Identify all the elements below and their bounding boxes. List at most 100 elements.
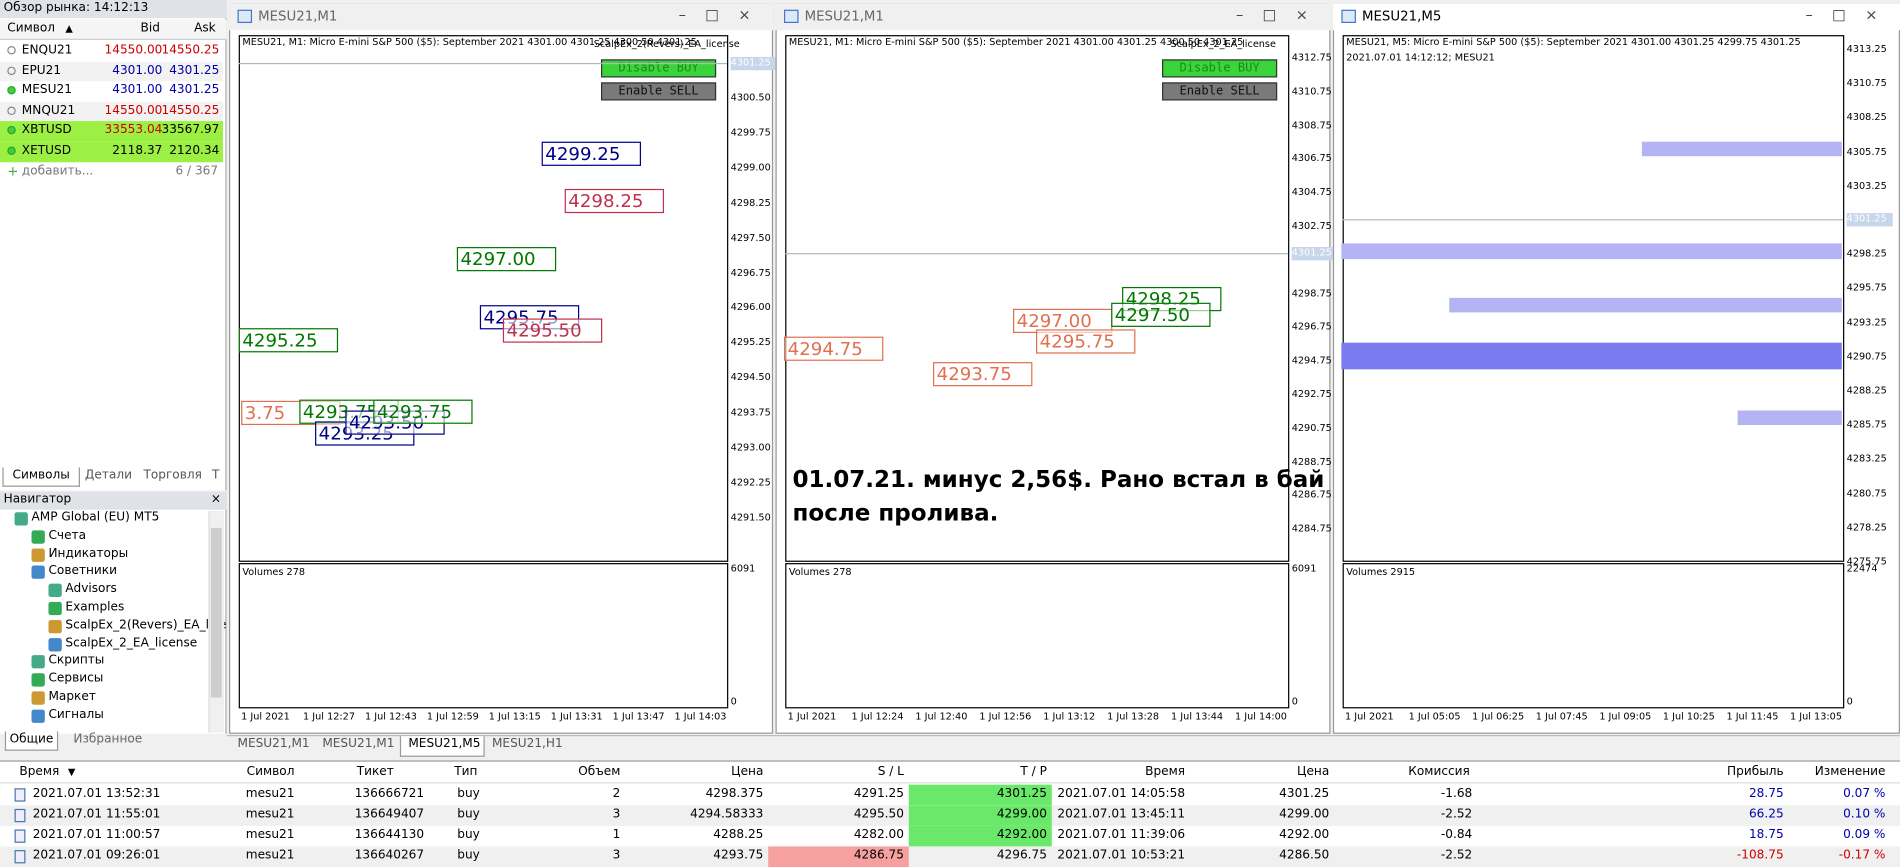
price-label: 4293.25 bbox=[1846, 316, 1887, 328]
add-symbol[interactable]: добавить... bbox=[21, 164, 94, 179]
time-label: 1 Jul 13:47 bbox=[612, 710, 665, 722]
column-header[interactable]: Прибыль bbox=[1727, 765, 1784, 779]
window-icon bbox=[237, 9, 253, 24]
column-header[interactable]: Ask bbox=[194, 21, 216, 36]
tree-icon bbox=[31, 530, 45, 544]
trade-row[interactable] bbox=[0, 846, 1900, 867]
price-zone bbox=[1341, 342, 1842, 370]
tab[interactable]: Символы bbox=[2, 467, 80, 487]
column-header[interactable]: Bid bbox=[140, 21, 160, 36]
table-cell: 4282.00 bbox=[853, 828, 904, 842]
tree-item[interactable]: Сигналы bbox=[48, 708, 104, 722]
column-header[interactable]: Время bbox=[1145, 765, 1186, 779]
window-controls: –□× bbox=[1235, 6, 1328, 24]
tree-item[interactable]: Маркет bbox=[48, 690, 96, 704]
tab[interactable]: Общие bbox=[4, 731, 59, 751]
volume-label: Volumes 278 bbox=[788, 566, 852, 578]
price-line bbox=[238, 62, 728, 65]
tree-item[interactable]: AMP Global (EU) MT5 bbox=[31, 510, 160, 525]
time-label: 1 Jul 13:15 bbox=[488, 710, 541, 722]
chart-tab[interactable]: MESU21,M1 bbox=[237, 737, 310, 751]
ea-button[interactable]: Disable BUY bbox=[1162, 59, 1278, 78]
time-label: 1 Jul 13:44 bbox=[1171, 710, 1224, 722]
tree-item[interactable]: Advisors bbox=[65, 582, 117, 596]
window-controls: –□× bbox=[678, 6, 770, 24]
market-watch-panel bbox=[0, 0, 227, 491]
column-header[interactable]: S / L bbox=[877, 765, 904, 779]
time-label: 1 Jul 06:25 bbox=[1472, 710, 1525, 722]
tree-item[interactable]: Индикаторы bbox=[48, 546, 129, 561]
tree-icon bbox=[31, 655, 45, 669]
column-header[interactable]: Тип bbox=[454, 765, 478, 779]
tree-item[interactable]: Examples bbox=[65, 600, 125, 614]
window-title: MESU21,M5 bbox=[1361, 8, 1442, 25]
symbol-count: 6 / 367 bbox=[175, 164, 219, 179]
symbol: EPU21 bbox=[21, 63, 62, 78]
chart-tab[interactable]: MESU21,M1 bbox=[322, 737, 395, 751]
symbol-icon bbox=[7, 86, 16, 95]
tree-item[interactable]: Счета bbox=[48, 528, 87, 543]
tree-item[interactable]: Советники bbox=[48, 564, 118, 579]
current-price: 4301.25 bbox=[1291, 246, 1338, 261]
tree-item[interactable]: ScalpEx_2_EA_license bbox=[65, 636, 198, 650]
chart-tab[interactable]: MESU21,H1 bbox=[491, 737, 563, 751]
price-label: 4295.75 bbox=[1846, 282, 1887, 294]
column-header[interactable]: Изменение bbox=[1814, 765, 1886, 779]
trade-label: 4294.75 bbox=[783, 336, 884, 361]
table-cell: 4299.00 bbox=[1279, 807, 1330, 821]
table-cell: mesu21 bbox=[245, 787, 295, 801]
table-cell: 2021.07.01 13:52:31 bbox=[32, 787, 161, 801]
table-cell: 0.10 % bbox=[1843, 807, 1886, 821]
tab[interactable]: Т bbox=[211, 468, 220, 482]
column-header[interactable]: Тикет bbox=[356, 765, 394, 779]
symbol-row[interactable] bbox=[0, 121, 223, 142]
price-label: 4298.25 bbox=[1846, 248, 1887, 260]
price-label: 4306.75 bbox=[1291, 153, 1332, 164]
volume-pane bbox=[1342, 563, 1845, 709]
tab[interactable]: Избранное bbox=[73, 732, 143, 746]
column-header[interactable]: T / P bbox=[1020, 765, 1047, 779]
table-cell: 2021.07.01 13:45:11 bbox=[1057, 807, 1186, 821]
tree-item[interactable]: Сервисы bbox=[48, 672, 104, 686]
column-header[interactable]: Цена bbox=[731, 765, 764, 779]
volume-max: 6091 bbox=[730, 563, 756, 574]
symbol: MESU21 bbox=[21, 83, 72, 98]
window-icon bbox=[1341, 9, 1356, 24]
column-header[interactable]: Комиссия bbox=[1408, 765, 1470, 779]
table-cell: 136640267 bbox=[354, 848, 425, 863]
price-label: 4290.75 bbox=[1846, 350, 1887, 362]
time-label: 1 Jul 12:40 bbox=[915, 710, 968, 722]
chart-info: 2021.07.01 14:12:12; MESU21 bbox=[1346, 52, 1495, 63]
chart-tab[interactable]: MESU21,M5 bbox=[399, 736, 485, 757]
column-header[interactable]: Время bbox=[19, 765, 60, 779]
tab[interactable]: Торговля bbox=[143, 468, 202, 482]
symbol-icon bbox=[7, 106, 16, 115]
price-label: 4299.00 bbox=[730, 161, 771, 173]
symbol-row[interactable] bbox=[0, 101, 223, 122]
symbol: XBTUSD bbox=[21, 123, 72, 138]
current-price: 4301.25 bbox=[730, 56, 777, 71]
symbol-row[interactable] bbox=[0, 141, 223, 162]
symbol-row[interactable] bbox=[0, 61, 223, 82]
price-label: 4308.25 bbox=[1846, 111, 1887, 123]
column-header[interactable]: Объем bbox=[578, 765, 621, 779]
tree-item[interactable]: Скрипты bbox=[48, 654, 105, 668]
ea-button[interactable]: Enable SELL bbox=[1162, 82, 1278, 101]
table-cell: 4286.75 bbox=[853, 848, 904, 863]
tree-item[interactable]: ScalpEx_2(Revers)_EA_lice bbox=[65, 618, 227, 632]
tab[interactable]: Детали bbox=[84, 468, 132, 482]
table-cell: 4292.00 bbox=[1279, 828, 1330, 842]
price-zone bbox=[1449, 297, 1842, 313]
price-label: 4284.75 bbox=[1291, 523, 1332, 535]
column-header[interactable]: Символ bbox=[246, 765, 295, 779]
ea-button[interactable]: Enable SELL bbox=[601, 82, 717, 101]
table-cell: 2 bbox=[612, 787, 621, 801]
price-label: 4285.75 bbox=[1846, 419, 1887, 431]
column-header[interactable]: Цена bbox=[1297, 765, 1330, 779]
column-header[interactable]: Символ bbox=[7, 21, 56, 36]
tree-icon bbox=[31, 565, 45, 580]
table-cell: -108.75 bbox=[1736, 848, 1784, 863]
bid: 14550.00 bbox=[104, 103, 163, 118]
bid: 4301.00 bbox=[112, 63, 163, 78]
table-cell: 4298.375 bbox=[705, 787, 764, 801]
